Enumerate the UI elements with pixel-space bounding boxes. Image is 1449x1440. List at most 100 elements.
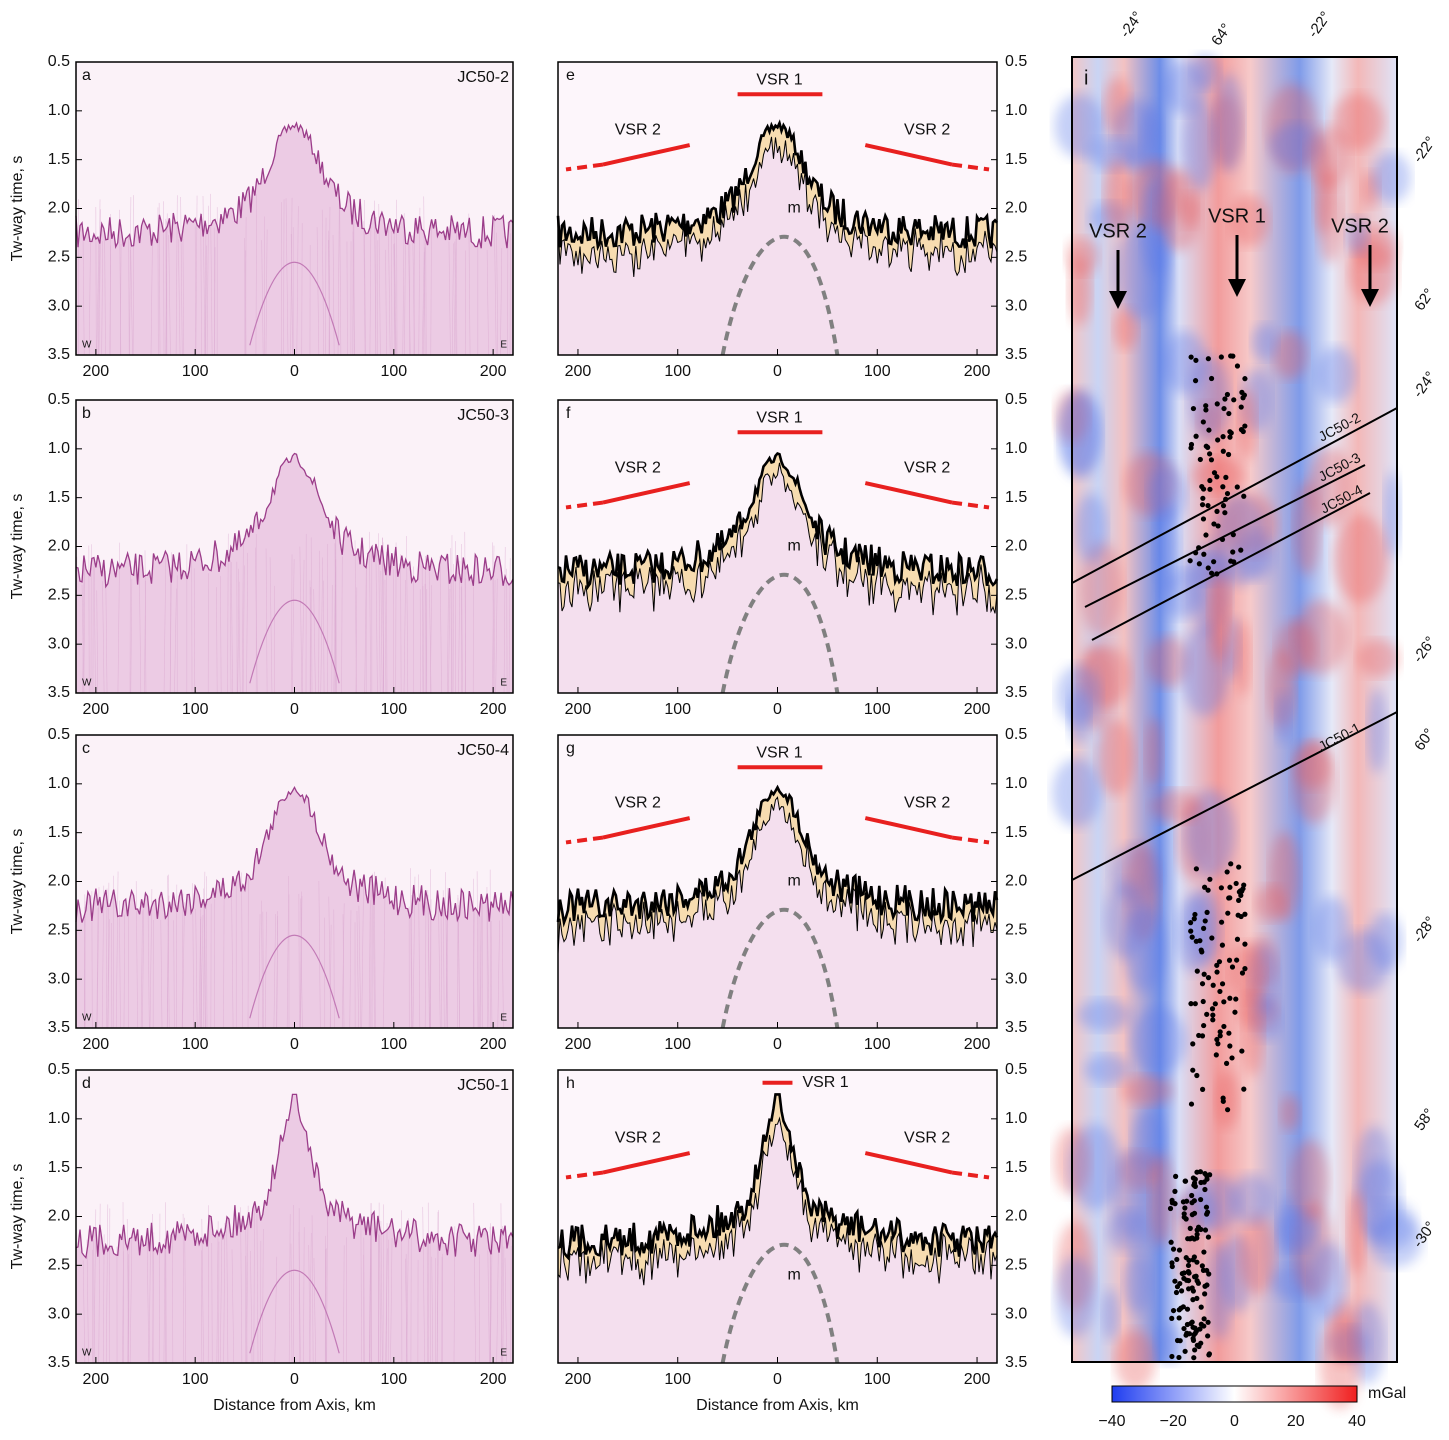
anomaly-blob xyxy=(1105,881,1147,958)
line-name: JC50-3 xyxy=(457,407,509,424)
graticule-label: 62° xyxy=(1411,286,1438,314)
anomaly-blob xyxy=(1313,896,1349,962)
y-tick-label: 2.0 xyxy=(1005,873,1027,890)
west-label: W xyxy=(82,678,92,689)
anomaly-blob xyxy=(1145,717,1163,788)
earthquake-dot xyxy=(1171,1308,1176,1313)
earthquake-dot xyxy=(1198,1180,1203,1185)
anomaly-blob xyxy=(1242,984,1264,1077)
y-tick-label: 2.0 xyxy=(1005,538,1027,555)
earthquake-dot xyxy=(1209,376,1214,381)
graticule-label: -26° xyxy=(1410,633,1440,665)
earthquake-dot xyxy=(1181,1326,1186,1331)
earthquake-dot xyxy=(1235,363,1240,368)
earthquake-dot xyxy=(1240,970,1245,975)
x-tick-label: 100 xyxy=(182,701,209,718)
earthquake-dot xyxy=(1201,419,1206,424)
earthquake-dot xyxy=(1204,1012,1209,1017)
y-tick-label: 0.5 xyxy=(48,1061,70,1078)
earthquake-dot xyxy=(1191,1355,1196,1360)
earthquake-dot xyxy=(1226,895,1231,900)
earthquake-dot xyxy=(1186,1263,1191,1268)
x-tick-label: 200 xyxy=(964,1371,991,1388)
x-tick-label: 100 xyxy=(664,1036,691,1053)
earthquake-dot xyxy=(1207,487,1212,492)
earthquake-dot xyxy=(1210,1012,1215,1017)
earthquake-dot xyxy=(1209,935,1214,940)
earthquake-dot xyxy=(1188,1001,1193,1006)
y-tick-label: 3.5 xyxy=(1005,1354,1027,1371)
y-tick-label: 3.0 xyxy=(1005,635,1027,652)
x-tick-label: 200 xyxy=(964,363,991,380)
earthquake-dot xyxy=(1225,392,1230,397)
y-tick-label: 2.5 xyxy=(1005,1257,1027,1274)
x-tick-label: 100 xyxy=(380,363,407,380)
earthquake-dot xyxy=(1193,434,1198,439)
y-tick-label: 3.5 xyxy=(1005,684,1027,701)
vsr2-label: VSR 2 xyxy=(904,795,950,812)
earthquake-dot xyxy=(1191,406,1196,411)
panel-letter: i xyxy=(1084,67,1088,89)
y-tick-label: 3.5 xyxy=(48,346,70,363)
earthquake-dot xyxy=(1218,1029,1223,1034)
anomaly-blob xyxy=(1058,392,1101,478)
anomaly-blob xyxy=(1077,999,1131,1031)
anomaly-blob xyxy=(1357,639,1399,677)
y-tick-label: 1.0 xyxy=(1005,102,1027,119)
earthquake-dot xyxy=(1203,403,1208,408)
x-tick-label: 200 xyxy=(480,1036,507,1053)
anomaly-blob xyxy=(1148,465,1186,523)
x-axis-title: Distance from Axis, km xyxy=(696,1397,859,1414)
earthquake-dot xyxy=(1220,484,1225,489)
earthquake-dot xyxy=(1174,1290,1179,1295)
earthquake-dot xyxy=(1231,397,1236,402)
earthquake-dot xyxy=(1182,1270,1187,1275)
earthquake-dot xyxy=(1202,1291,1207,1296)
y-tick-label: 1.5 xyxy=(48,1159,70,1176)
colorbar-tick-label: −40 xyxy=(1098,1413,1125,1430)
x-tick-label: 0 xyxy=(290,1036,299,1053)
x-tick-label: 200 xyxy=(83,1036,110,1053)
earthquake-dot xyxy=(1197,1326,1202,1331)
earthquake-dot xyxy=(1200,1087,1205,1092)
earthquake-dot xyxy=(1234,881,1239,886)
earthquake-dot xyxy=(1197,561,1202,566)
x-tick-label: 200 xyxy=(83,1371,110,1388)
earthquake-dot xyxy=(1169,1240,1174,1245)
earthquake-dot xyxy=(1177,1281,1182,1286)
x-tick-label: 100 xyxy=(182,363,209,380)
x-axis-title: Distance from Axis, km xyxy=(213,1397,376,1414)
panel-letter: e xyxy=(566,67,575,84)
earthquake-dot xyxy=(1233,996,1238,1001)
panel-letter: b xyxy=(82,405,91,422)
y-tick-label: 2.5 xyxy=(48,249,70,266)
vsr2-label: VSR 2 xyxy=(904,460,950,477)
anomaly-blob xyxy=(1280,1095,1300,1131)
earthquake-dot xyxy=(1203,532,1208,537)
west-label: W xyxy=(82,1013,92,1024)
y-tick-label: 1.0 xyxy=(1005,775,1027,792)
earthquake-dot xyxy=(1227,429,1232,434)
earthquake-dot xyxy=(1205,1333,1210,1338)
earthquake-dot xyxy=(1206,1234,1211,1239)
earthquake-dot xyxy=(1202,972,1207,977)
graticule-label: 58° xyxy=(1411,1106,1438,1134)
y-tick-label: 3.5 xyxy=(1005,1019,1027,1036)
anomaly-blob xyxy=(1238,389,1257,460)
earthquake-dot xyxy=(1207,451,1212,456)
earthquake-dot xyxy=(1221,1024,1226,1029)
earthquake-dot xyxy=(1172,1279,1177,1284)
earthquake-dot xyxy=(1169,1354,1174,1359)
y-tick-label: 3.5 xyxy=(48,1019,70,1036)
earthquake-dot xyxy=(1200,496,1205,501)
y-tick-label: 1.0 xyxy=(1005,440,1027,457)
x-tick-label: 100 xyxy=(182,1371,209,1388)
earthquake-dot xyxy=(1210,1017,1215,1022)
x-tick-label: 200 xyxy=(565,701,592,718)
panel-letter: f xyxy=(566,405,571,422)
y-tick-label: 1.5 xyxy=(48,489,70,506)
colorbar-tick-label: 40 xyxy=(1348,1413,1366,1430)
east-label: E xyxy=(500,678,507,689)
